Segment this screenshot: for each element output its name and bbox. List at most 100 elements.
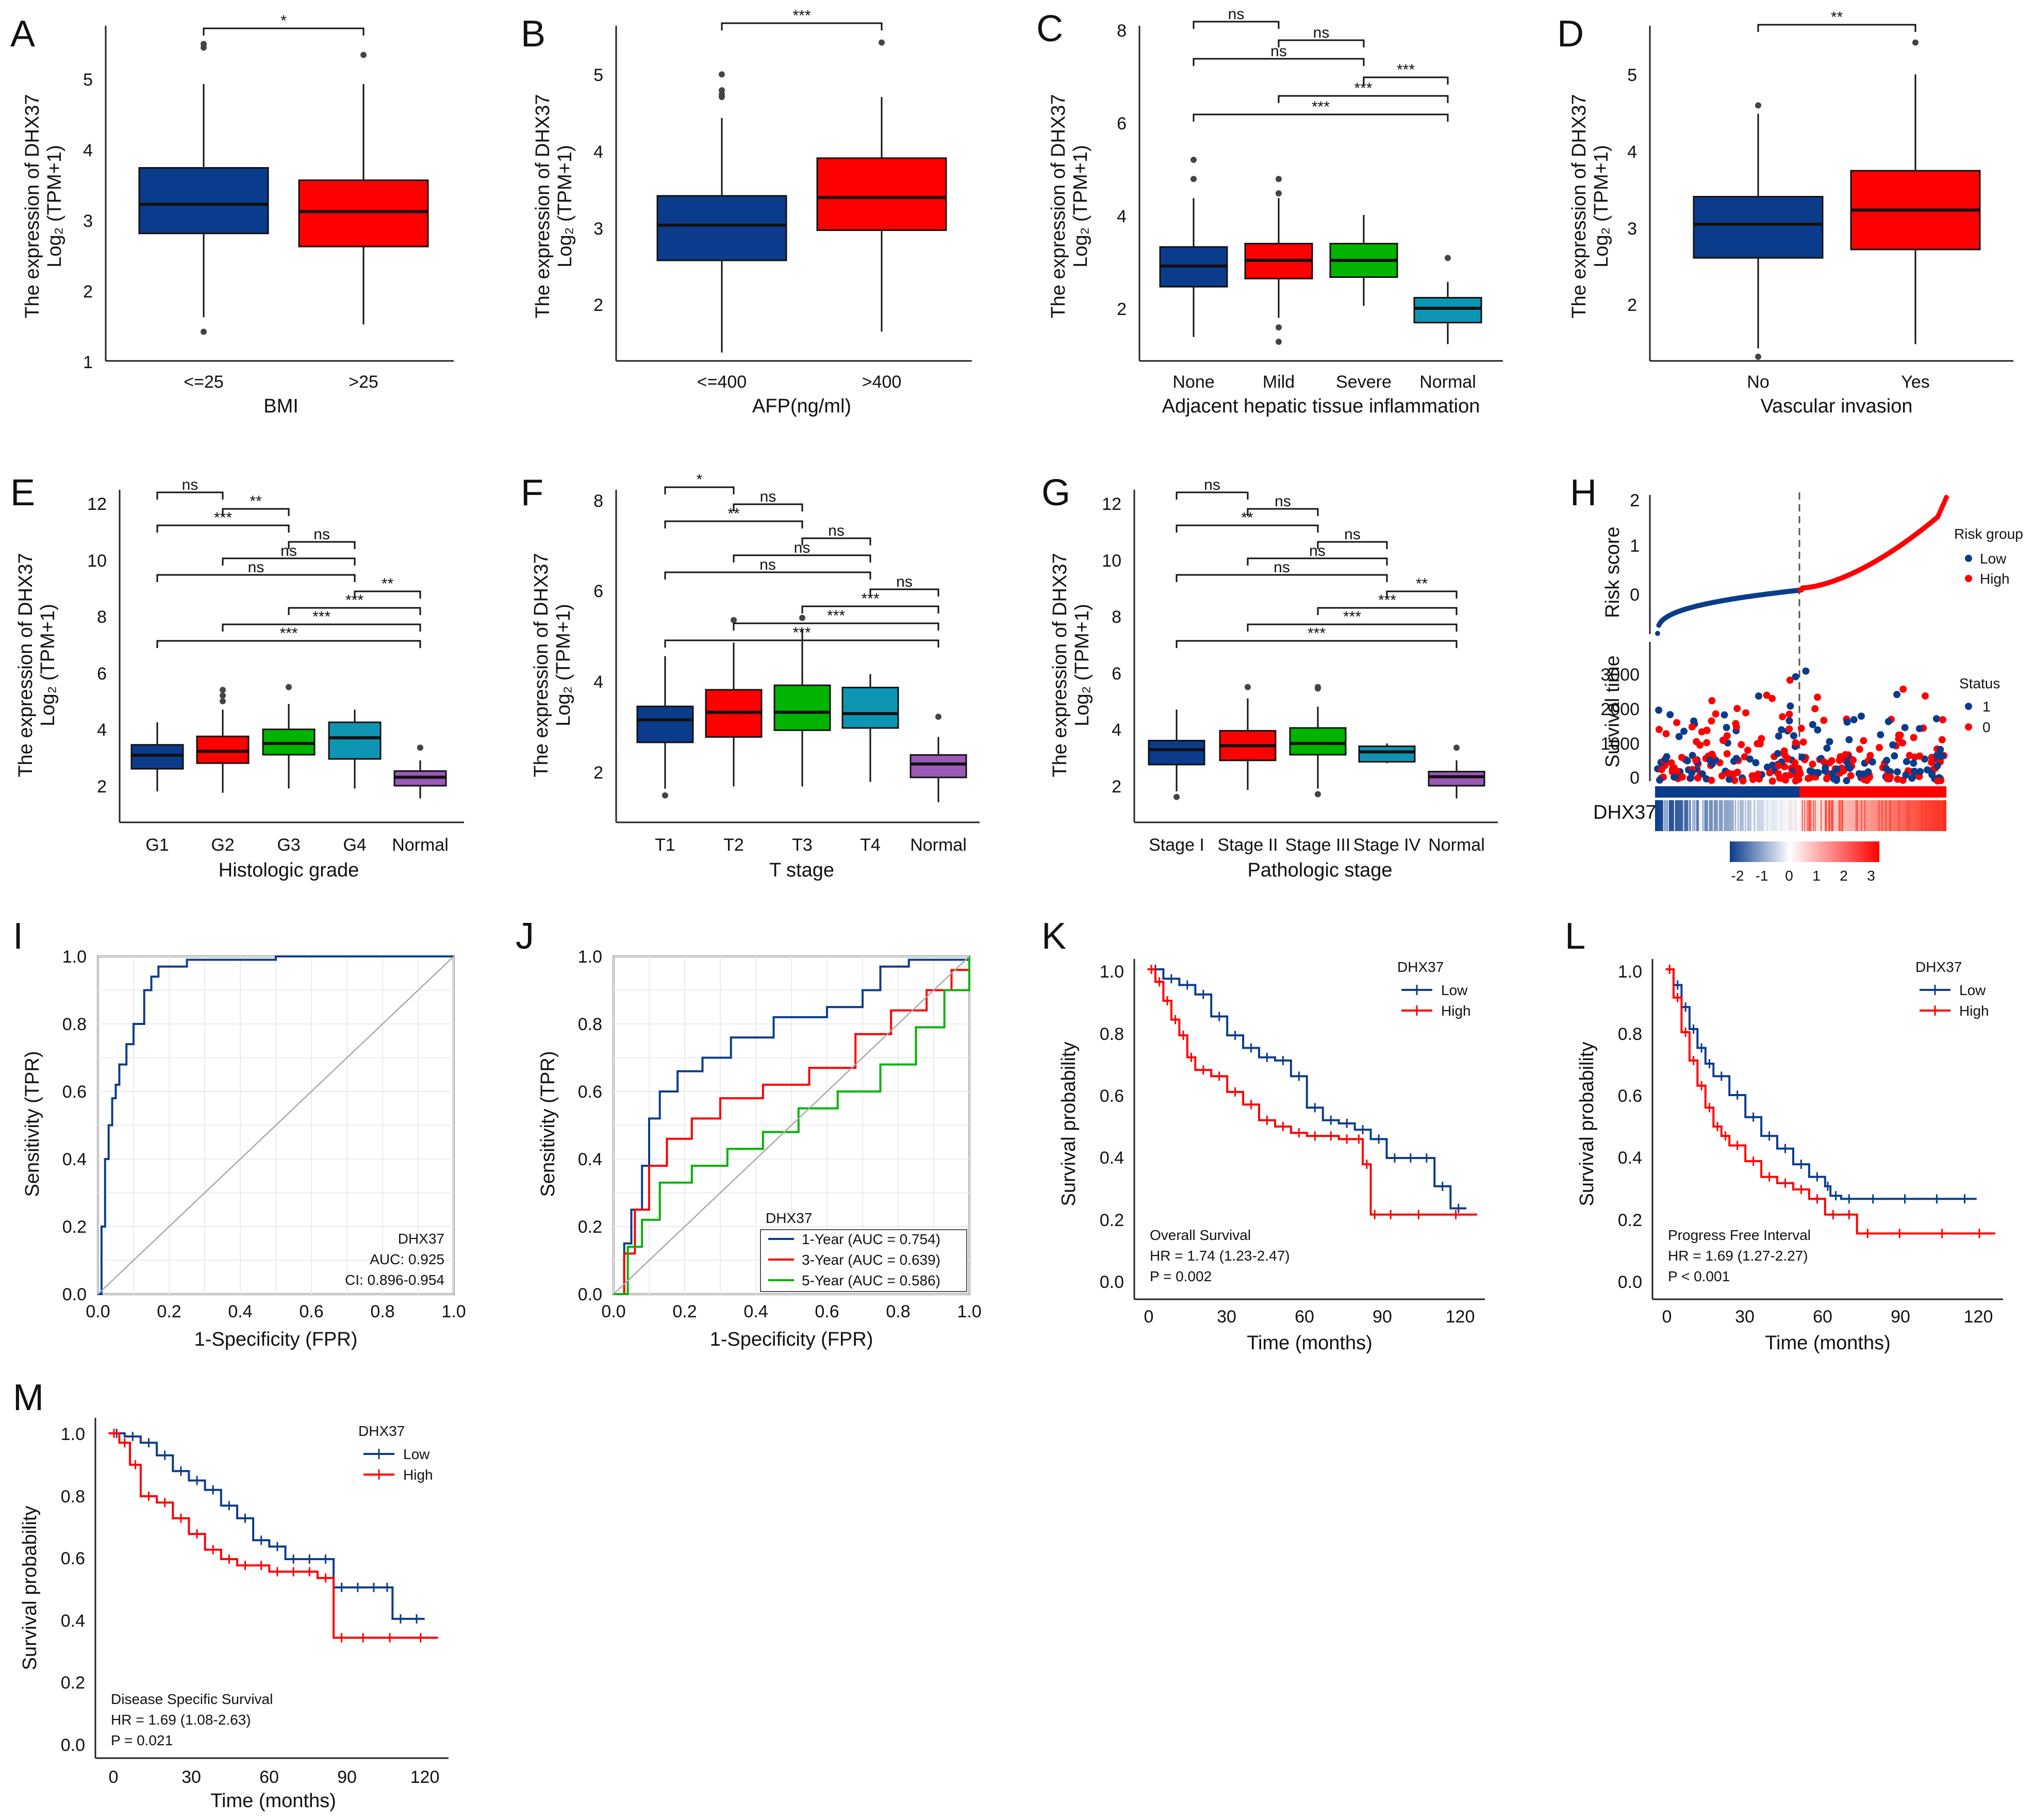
x-axis-title: AFP(ng/ml) [752,395,851,417]
y-axis-title-line2: Log₂ (TPM+1) [554,145,576,268]
outlier-point [1276,324,1282,330]
outlier-point [1912,39,1919,46]
survival-time-point [1732,723,1740,731]
y-axis-title-line1: The expression of DHX37 [532,94,554,318]
survival-time-point [1889,741,1897,749]
survival-time-point [1910,759,1917,767]
legend-low-dot [1965,555,1972,562]
heatmap-stripe [1713,800,1714,831]
survival-time-point [1723,732,1731,740]
significance-label: ns [896,573,913,590]
survival-time-point [1795,775,1803,783]
heatmap-stripe [1898,800,1900,831]
y-tick-label: 0.4 [1618,1148,1642,1168]
significance-label: ns [1274,559,1290,576]
legend-3year-label: 3-Year (AUC = 0.639) [802,1252,940,1268]
survival-time-point [1916,752,1924,760]
significance-bracket [733,622,939,631]
survival-time-point [1729,770,1737,778]
outlier-point [731,617,737,623]
survival-time-point [1799,738,1807,746]
x-tick-label: 120 [1964,1307,1993,1327]
survival-time-point [1846,765,1854,772]
survival-time-point [1663,753,1671,760]
significance-bracket [222,623,421,632]
survival-time-point [1858,713,1865,720]
outlier-point [719,87,725,94]
x-tick-label: Yes [1901,372,1929,392]
survival-time-point [1910,734,1917,741]
survival-time-axis-title: Survival time [1602,655,1624,768]
survival-time-point [1795,768,1803,775]
heatmap-stripe [1941,800,1942,831]
significance-label: ns [1204,476,1220,493]
box->400 [816,157,947,231]
significance-label: *** [792,7,811,24]
y-tick-label: 10 [87,551,107,571]
x-tick-label: 60 [1813,1307,1832,1327]
box-<=25 [138,167,269,235]
y-tick-label: 1.0 [578,947,602,967]
x-axis-title: Time (months) [210,1790,336,1812]
y-tick-label: 3 [1627,219,1637,239]
survival-time-point [1678,754,1685,762]
endpoint-label: Disease Specific Survival [111,1691,273,1707]
survival-time-point [1658,766,1665,773]
heatmap-stripe [1840,800,1841,831]
significance-label: *** [345,592,363,609]
y-tick-label: 0.0 [578,1285,602,1304]
survival-time-point [1774,770,1782,777]
y-tick-label: 2 [83,282,93,302]
y-tick-label: 8 [593,491,603,511]
x-tick-label: 0.8 [886,1302,910,1321]
heatmap-stripe [1829,800,1830,831]
survival-time-point [1775,762,1782,769]
colorbar-tick: 2 [1840,868,1848,884]
y-axis-title-line1: The expression of DHX37 [1049,553,1071,777]
survival-time-point [1829,770,1837,777]
survival-time-point [1826,738,1833,746]
panel-label: D [1557,13,1584,55]
heatmap-stripe [1810,800,1812,831]
heatmap-stripe [1841,800,1843,831]
heatmap-stripe [1764,800,1765,831]
panel-f: F The expression of DHX37 Log₂ (TPM+1) 2… [521,471,980,881]
survival-time-point [1768,762,1776,769]
y-axis-title-line2: Log₂ (TPM+1) [44,145,65,268]
survival-time-point [1787,771,1794,779]
y-tick-label: 1 [1630,536,1640,556]
survival-time-point [1884,718,1892,725]
survival-time-point [1666,711,1674,719]
box->25 [298,179,429,247]
legend-title: DHX37 [358,1423,405,1439]
heatmap-stripe [1751,800,1752,831]
y-tick-label: 0.2 [1100,1211,1124,1230]
significance-bracket [1247,623,1458,632]
box-Normal [909,754,967,779]
colorbar-tick: 1 [1812,868,1821,884]
survival-time-point [1809,760,1816,768]
significance-label: ns [248,559,264,576]
y-axis-title-line1: The expression of DHX37 [1568,94,1590,318]
significance-label: ** [727,505,740,522]
survival-time-point [1860,775,1868,783]
x-axis-title: T stage [769,859,834,881]
survival-time-point [1749,774,1757,782]
significance-label: ns [1344,526,1361,543]
p-value-label: P < 0.001 [1668,1268,1730,1284]
survival-time-point [1783,755,1791,763]
heatmap-stripe [1693,800,1695,831]
survival-time-point [1692,756,1699,764]
x-tick-label: 60 [259,1767,279,1787]
significance-label: ** [382,575,394,592]
x-axis-title: Time (months) [1765,1332,1891,1354]
heatmap-stripe [1786,800,1787,831]
significance-label: ** [1831,9,1843,26]
survival-time-point [1687,774,1695,782]
significance-label: *** [1397,61,1415,78]
significance-label: ns [1313,24,1330,41]
y-tick-label: 2 [593,295,603,315]
box-Normal [1428,771,1485,787]
survival-time-point [1680,727,1688,735]
